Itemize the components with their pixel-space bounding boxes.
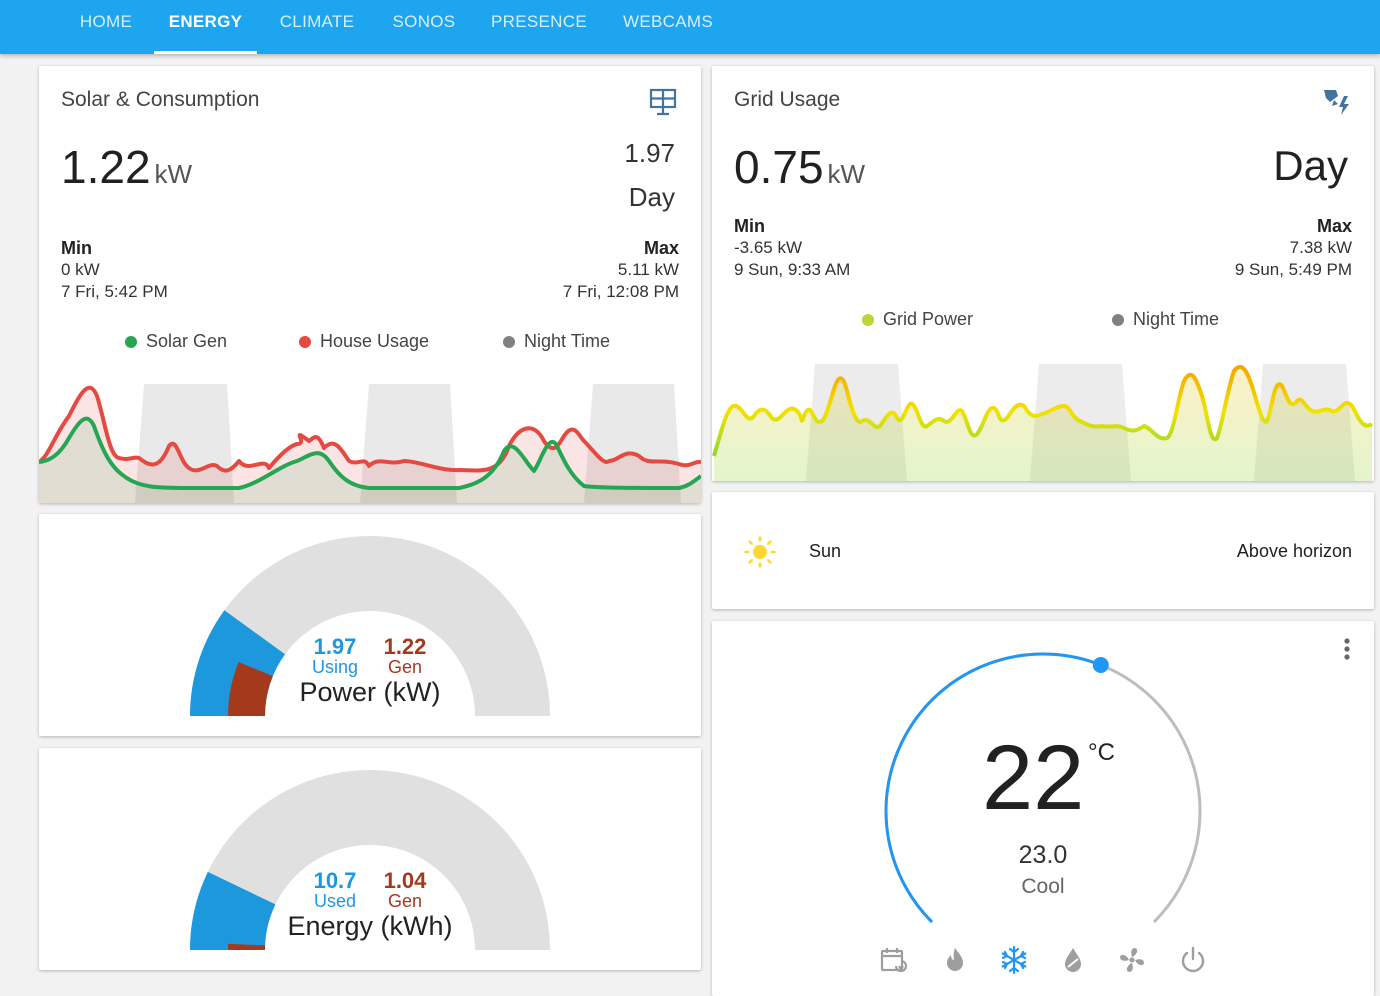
energy-gauge-card[interactable]: 10.7 Used 1.04 Gen Energy (kWh) [39, 748, 701, 970]
min-time: 9 Sun, 9:33 AM [734, 260, 851, 279]
legend-dot [503, 335, 515, 348]
solar-secondary-value: 1.97 [624, 138, 675, 168]
thermostat-dial[interactable] [712, 621, 1374, 996]
dial-active-arc [884, 652, 1102, 924]
power-using-value: 1.97 [313, 634, 357, 659]
transmission-tower-icon [1324, 90, 1349, 115]
current-temperature: 23.0 [1018, 841, 1068, 869]
cool-snowflake-icon[interactable] [999, 945, 1029, 975]
card-title: Solar & Consumption [61, 88, 260, 111]
energy-gen-value: 1.04 [383, 868, 427, 893]
gauge-track [190, 536, 550, 716]
grid-current-value: 0.75 kW [734, 141, 866, 193]
gauge-used-arc [190, 871, 276, 950]
card-title: Grid Usage [734, 88, 841, 111]
min-time: 7 Fri, 5:42 PM [61, 282, 168, 301]
heat-flame-icon[interactable] [940, 945, 970, 975]
solar-gen-fill [39, 418, 701, 503]
solar-consumption-card[interactable]: Solar & Consumption 1.22 kW 1.97 Day Min … [39, 66, 701, 503]
fan-icon[interactable] [1117, 945, 1147, 975]
legend-house-usage[interactable]: House Usage [299, 331, 429, 352]
night-band [135, 384, 234, 503]
tab-webcams[interactable]: WEBCAMS [623, 12, 713, 31]
gauge-gen-arc [228, 943, 266, 950]
power-gen-label: Gen [387, 657, 423, 677]
min-value: 0 kW [61, 260, 100, 279]
night-band [584, 384, 681, 503]
legend-grid-power[interactable]: Grid Power [862, 309, 973, 330]
legend-solar-gen[interactable]: Solar Gen [125, 331, 227, 352]
grid-power-fill [714, 366, 1372, 481]
energy-gauge-name: Energy (kWh) [287, 911, 453, 941]
legend-label: House Usage [320, 331, 430, 351]
power-gauge [190, 536, 550, 716]
legend-dot [1112, 313, 1124, 326]
sun-entity-name: Sun [809, 541, 842, 561]
legend-label: Solar Gen [146, 331, 228, 351]
auto-schedule-icon[interactable] [879, 945, 909, 975]
legend-dot [125, 335, 137, 348]
min-label: Min [61, 238, 92, 258]
night-band [360, 384, 457, 503]
min-label: Min [734, 216, 765, 236]
top-app-bar: HOME ENERGY CLIMATE SONOS PRESENCE WEBCA… [0, 0, 1380, 54]
grid-usage-card[interactable]: Grid Usage 0.75 kW Day Min -3.65 kW 9 Sun… [712, 66, 1374, 481]
max-time: 7 Fri, 12:08 PM [562, 282, 679, 301]
more-vertical-icon[interactable] [1335, 637, 1359, 663]
tab-energy[interactable]: ENERGY [154, 0, 257, 54]
power-using-label: Using [311, 657, 359, 677]
sun-entity-card[interactable]: Sun Above horizon [712, 492, 1374, 609]
max-time: 9 Sun, 5:49 PM [1234, 260, 1352, 279]
solar-panel-icon [649, 88, 677, 116]
power-gauge-card[interactable]: 1.97 Using 1.22 Gen Power (kW) [39, 514, 701, 736]
sun-entity-state: Above horizon [1236, 541, 1352, 561]
tab-presence[interactable]: PRESENCE [491, 12, 587, 31]
legend-label: Night Time [524, 331, 611, 351]
setpoint-handle[interactable] [1092, 657, 1109, 674]
gauge-track [190, 770, 550, 950]
house-usage-fill [39, 387, 701, 503]
house-usage-line [39, 385, 701, 473]
thermostat-card[interactable]: 22 °C 23.0 Cool [712, 621, 1374, 996]
energy-used-label: Used [313, 891, 357, 911]
max-value: 7.38 kW [1289, 238, 1352, 257]
legend-dot [299, 335, 311, 348]
energy-gauge [190, 770, 550, 950]
sun-icon [744, 536, 776, 568]
energy-gen-label: Gen [387, 891, 423, 911]
target-temperature: 22 [982, 727, 1085, 829]
power-off-icon[interactable] [1178, 945, 1208, 975]
solar-gen-line [39, 416, 701, 490]
legend-night-time[interactable]: Night Time [503, 331, 610, 352]
solar-period: Day [628, 182, 675, 212]
temperature-unit: °C [1088, 739, 1115, 766]
min-value: -3.65 kW [734, 238, 803, 257]
tab-climate[interactable]: CLIMATE [279, 12, 355, 31]
dry-water-icon[interactable] [1058, 945, 1088, 975]
grid-power-line [712, 365, 1374, 457]
max-label: Max [643, 238, 679, 258]
tab-home[interactable]: HOME [79, 12, 133, 31]
grid-period: Day [1273, 142, 1348, 189]
power-gauge-name: Power (kW) [299, 677, 441, 707]
gauge-gen-arc [228, 662, 273, 716]
max-value: 5.11 kW [617, 260, 679, 279]
energy-used-value: 10.7 [313, 868, 357, 893]
solar-current-value: 1.22 kW [61, 141, 193, 193]
legend-dot [862, 313, 874, 326]
solar-history-graph[interactable] [39, 366, 701, 503]
legend-label: Grid Power [883, 309, 974, 329]
power-gen-value: 1.22 [383, 634, 427, 659]
hvac-mode-label: Cool [1021, 875, 1065, 898]
max-label: Max [1316, 216, 1352, 236]
legend-label: Night Time [1133, 309, 1220, 329]
tab-sonos[interactable]: SONOS [392, 12, 456, 31]
legend-night-time[interactable]: Night Time [1112, 309, 1219, 330]
grid-history-graph[interactable] [712, 356, 1374, 481]
